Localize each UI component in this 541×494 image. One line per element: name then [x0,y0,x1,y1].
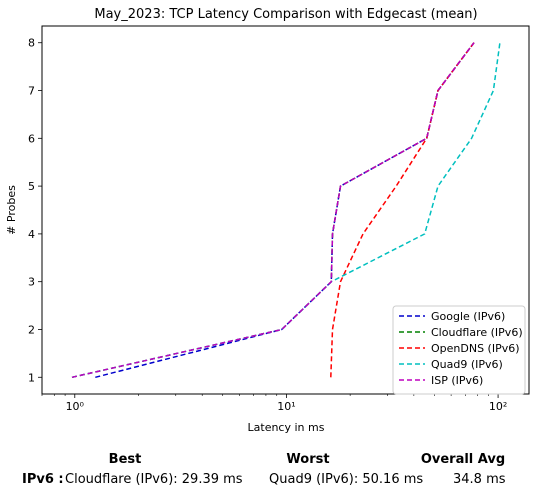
y-tick-label: 4 [28,228,35,241]
y-tick-label: 5 [28,180,35,193]
summary-header-overall-avg: Overall Avg [420,452,506,467]
summary-row-label: IPv6 : [22,472,64,487]
chart-title: May_2023: TCP Latency Comparison with Ed… [94,7,477,22]
legend-label-isp-ipv6: ISP (IPv6) [431,374,483,387]
summary-worst-value: Quad9 (IPv6): 50.16 ms [269,472,424,487]
y-tick-label: 7 [28,85,35,98]
series-line-isp-ipv6 [71,42,475,379]
legend-box [392,305,526,395]
legend-label-opendns-ipv6: OpenDNS (IPv6) [431,342,520,355]
legend-label-cloudflare-ipv6: Cloudflare (IPv6) [431,326,523,339]
latency-chart: May_2023: TCP Latency Comparison with Ed… [5,7,530,434]
x-tick-label: 10¹ [277,400,295,413]
summary-overall-avg-value: 34.8 ms [453,472,506,487]
legend: Google (IPv6) Cloudflare (IPv6) OpenDNS (I… [392,305,526,395]
x-axis-label: Latency in ms [248,421,325,434]
legend-label-quad9-ipv6: Quad9 (IPv6) [431,358,503,371]
y-tick-label: 2 [28,323,35,336]
y-tick-label: 3 [28,276,35,289]
y-axis: 1 2 3 4 5 6 7 8 [28,37,42,384]
x-tick-label: 10² [489,400,507,413]
x-tick-label: 10⁰ [66,400,85,413]
summary-header-best: Best [108,452,142,467]
y-tick-label: 6 [28,132,35,145]
y-axis-label: # Probes [5,185,18,235]
series-line-opendns-ipv6 [330,42,475,378]
y-tick-label: 8 [28,37,35,50]
y-tick-label: 1 [28,371,35,384]
plot-area [71,42,501,379]
summary-best-value: Cloudflare (IPv6): 29.39 ms [65,472,243,487]
legend-label-google-ipv6: Google (IPv6) [431,310,505,323]
plot-frame [41,25,530,395]
x-axis: 10⁰ 10¹ 10² [41,394,507,413]
summary-header-worst: Worst [286,452,330,467]
